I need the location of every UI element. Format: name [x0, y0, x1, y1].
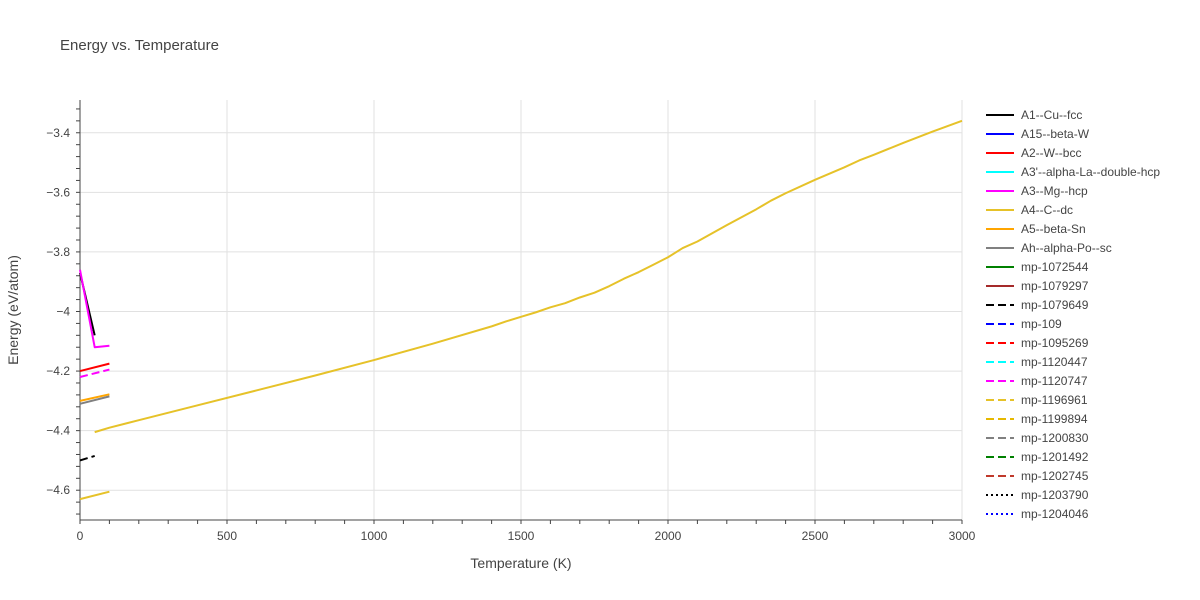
- legend-label[interactable]: A4--C--dc: [1021, 203, 1073, 217]
- legend-label[interactable]: mp-1079649: [1021, 298, 1089, 312]
- series-line-unlabeled: [94, 119, 963, 434]
- y-tick-label: −4: [56, 304, 70, 318]
- x-tick-label: 0: [77, 529, 84, 543]
- legend-label[interactable]: A15--beta-W: [1021, 127, 1090, 141]
- legend-label[interactable]: mp-1120747: [1021, 374, 1088, 388]
- legend-label[interactable]: mp-1199894: [1021, 412, 1088, 426]
- legend-label[interactable]: mp-1095269: [1021, 336, 1089, 350]
- legend-label[interactable]: mp-109: [1021, 317, 1062, 331]
- y-axis-title: Energy (eV/atom): [5, 255, 21, 365]
- plot-area: [79, 119, 963, 501]
- legend-label[interactable]: mp-1072544: [1021, 260, 1089, 274]
- legend-label[interactable]: mp-1120447: [1021, 355, 1088, 369]
- y-tick-label: −4.6: [46, 483, 70, 497]
- legend-label[interactable]: A3'--alpha-La--double-hcp: [1021, 165, 1160, 179]
- x-tick-label: 2500: [802, 529, 829, 543]
- y-tick-label: −3.8: [46, 245, 70, 259]
- legend: A1--Cu--fcc A15--beta-W A2--W--bcc A3'--alp…: [986, 108, 1160, 521]
- legend-label[interactable]: mp-1079297: [1021, 279, 1089, 293]
- series-line-A4--C--dc: [79, 490, 110, 501]
- legend-label[interactable]: A1--Cu--fcc: [1021, 108, 1082, 122]
- legend-label[interactable]: mp-1203790: [1021, 488, 1089, 502]
- y-tick-label: −3.6: [46, 185, 70, 199]
- legend-label[interactable]: mp-1204046: [1021, 507, 1089, 521]
- legend-label[interactable]: mp-1196961: [1021, 393, 1088, 407]
- x-tick-label: 1000: [361, 529, 388, 543]
- series-line-A2--W--bcc: [79, 362, 110, 373]
- legend-label[interactable]: A2--W--bcc: [1021, 146, 1081, 160]
- series-line-mp-1120747: [79, 368, 110, 378]
- x-axis-title: Temperature (K): [470, 555, 571, 571]
- legend-label[interactable]: mp-1202745: [1021, 469, 1089, 483]
- y-tick-label: −3.4: [46, 126, 70, 140]
- series-line-mp-1079649: [79, 455, 95, 462]
- legend-label[interactable]: Ah--alpha-Po--sc: [1021, 241, 1112, 255]
- legend-label[interactable]: mp-1200830: [1021, 431, 1089, 445]
- chart-title: Energy vs. Temperature: [60, 37, 219, 54]
- series-line-A5--beta-Sn: [79, 393, 110, 402]
- series-line-A3--Mg--hcp: [79, 269, 110, 349]
- x-tick-label: 3000: [949, 529, 976, 543]
- series-line-Ah--alpha-Po--sc: [79, 395, 110, 405]
- legend-label[interactable]: mp-1201492: [1021, 450, 1089, 464]
- x-tick-label: 500: [217, 529, 237, 543]
- legend-label[interactable]: A5--beta-Sn: [1021, 222, 1086, 236]
- y-tick-label: −4.2: [46, 364, 70, 378]
- x-tick-label: 1500: [508, 529, 535, 543]
- x-tick-label: 2000: [655, 529, 682, 543]
- y-tick-label: −4.4: [46, 424, 70, 438]
- axes: 0 500 1000 1500 2000 2500 3000 −4.6 −4.4 −4.2 −4 −3…: [46, 100, 976, 543]
- grid: [80, 100, 963, 520]
- legend-label[interactable]: A3--Mg--hcp: [1021, 184, 1088, 198]
